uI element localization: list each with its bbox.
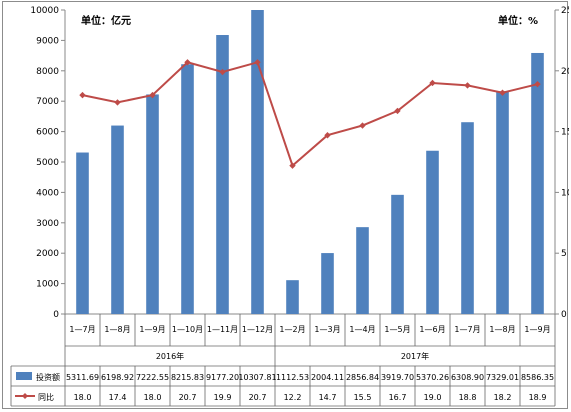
legend-bar-key — [16, 372, 32, 380]
bar-5 — [216, 35, 229, 314]
bar-value-label: 2856.84 — [346, 373, 379, 382]
yoy-value-label: 12.2 — [284, 393, 302, 402]
legend-line-marker — [22, 393, 28, 399]
yoy-point-10 — [394, 107, 401, 115]
bar-14 — [531, 52, 544, 314]
bar-value-label: 8586.35 — [521, 373, 554, 382]
y-left-tick-label: 1000 — [36, 280, 59, 290]
bar-value-label: 9177.20 — [206, 373, 239, 382]
bar-value-label: 8215.83 — [171, 373, 204, 382]
yoy-point-1 — [79, 91, 86, 99]
y-left-tick-label: 9000 — [36, 36, 59, 46]
bar-9 — [356, 227, 369, 314]
y-left-tick-label: 8000 — [36, 67, 59, 77]
bar-value-label: 1112.53 — [276, 373, 309, 382]
yoy-point-12 — [464, 82, 471, 89]
y-left-tick-label: 5000 — [36, 158, 59, 168]
unit-left-label: 单位：亿元 — [81, 14, 131, 27]
category-label: 1—7月 — [69, 325, 95, 334]
yoy-value-label: 18.9 — [529, 393, 547, 402]
yoy-value-label: 16.7 — [389, 393, 407, 402]
bar-value-label: 6198.92 — [101, 373, 134, 382]
bar-value-label: 5311.69 — [66, 373, 99, 382]
category-label: 1—6月 — [419, 325, 445, 334]
yoy-point-5 — [219, 68, 226, 76]
yoy-point-11 — [429, 79, 436, 87]
yoy-value-label: 18.0 — [144, 393, 162, 402]
yoy-value-label: 17.4 — [109, 393, 127, 402]
bar-13 — [496, 91, 509, 315]
bar-6 — [251, 10, 264, 314]
y-left-tick-label: 0 — [53, 310, 59, 320]
group-label-2017: 2017年 — [401, 351, 429, 361]
category-label: 1—5月 — [384, 325, 410, 334]
yoy-point-6 — [254, 59, 261, 66]
yoy-value-label: 20.7 — [249, 393, 267, 402]
yoy-line — [82, 61, 538, 168]
y-right-tick-label: 0 — [561, 310, 567, 320]
bar-value-label: 7222.55 — [136, 373, 169, 382]
yoy-point-8 — [324, 132, 331, 139]
bar-7 — [286, 280, 299, 314]
category-label: 1—8月 — [104, 325, 130, 334]
yoy-point-9 — [359, 122, 366, 129]
yoy-point-3 — [149, 91, 156, 99]
category-label: 1—7月 — [454, 325, 480, 334]
yoy-point-2 — [114, 99, 121, 106]
category-label: 1—8月 — [489, 325, 515, 334]
bar-value-label: 5370.26 — [416, 373, 449, 382]
category-label: 1—3月 — [314, 325, 340, 334]
bar-3 — [146, 94, 159, 314]
category-label: 1—11月 — [207, 325, 238, 334]
yoy-value-label: 19.0 — [424, 393, 442, 402]
y-left-tick-label: 10000 — [30, 6, 59, 16]
yoy-value-label: 15.5 — [354, 393, 372, 402]
bar-1 — [76, 152, 89, 314]
yoy-point-4 — [184, 59, 191, 66]
bar-value-label: 10307.81 — [238, 373, 276, 382]
legend-bar-label: 投资额 — [36, 372, 60, 382]
y-left-tick-label: 3000 — [36, 219, 59, 229]
yoy-value-label: 20.7 — [179, 393, 197, 402]
y-left-tick-label: 4000 — [36, 188, 59, 198]
legend-line-label: 同比 — [38, 392, 54, 402]
bar-value-label: 3919.70 — [381, 373, 414, 382]
y-right-tick-label: 25 — [561, 6, 569, 16]
bar-8 — [321, 253, 334, 314]
bar-4 — [181, 64, 194, 314]
category-label: 1—2月 — [279, 325, 305, 334]
category-label: 1—9月 — [139, 325, 165, 334]
y-right-tick-label: 15 — [561, 128, 569, 138]
category-label: 1—10月 — [172, 325, 203, 334]
yoy-point-13 — [499, 89, 506, 96]
bar-11 — [426, 150, 439, 314]
yoy-value-label: 14.7 — [319, 393, 337, 402]
bar-12 — [461, 122, 474, 314]
unit-right-label: 单位：% — [498, 14, 538, 27]
y-right-tick-label: 20 — [561, 67, 569, 77]
bar-value-label: 6308.90 — [451, 373, 484, 382]
y-left-tick-label: 6000 — [36, 128, 59, 138]
category-label: 1—9月 — [524, 325, 550, 334]
yoy-value-label: 18.0 — [74, 393, 92, 402]
group-label-2016: 2016年 — [156, 351, 184, 361]
bar-2 — [111, 125, 124, 315]
category-label: 1—12月 — [242, 325, 273, 334]
y-left-tick-label: 7000 — [36, 97, 59, 107]
yoy-point-7 — [289, 162, 296, 169]
yoy-value-label: 18.2 — [494, 393, 512, 402]
chart: 单位：亿元 单位：% 0 1000 2000 3000 4000 5000 6000 7000 80… — [10, 6, 569, 407]
yoy-value-label: 18.8 — [459, 393, 477, 402]
yoy-point-14 — [534, 80, 541, 88]
bar-value-label: 7329.01 — [486, 373, 519, 382]
y-left-tick-label: 2000 — [36, 249, 59, 259]
bar-value-label: 2004.11 — [311, 373, 344, 382]
bar-10 — [391, 194, 404, 314]
yoy-value-label: 19.9 — [214, 393, 232, 402]
category-label: 1—4月 — [349, 325, 375, 334]
y-right-tick-label: 5 — [561, 249, 567, 259]
y-right-tick-label: 10 — [561, 188, 569, 198]
